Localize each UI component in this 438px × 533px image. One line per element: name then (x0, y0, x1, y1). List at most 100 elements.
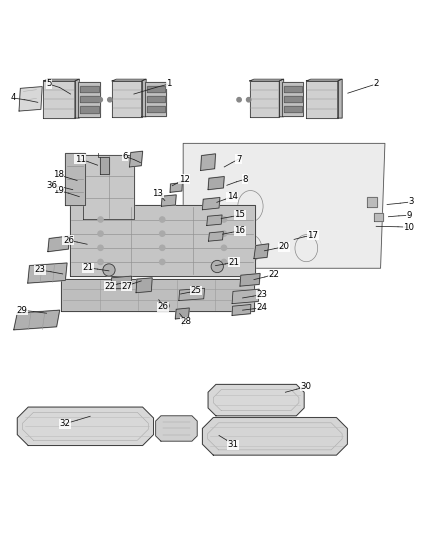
Text: 22: 22 (268, 270, 279, 279)
Circle shape (221, 245, 226, 251)
Polygon shape (250, 79, 284, 81)
Text: 2: 2 (374, 79, 379, 88)
Circle shape (98, 231, 103, 236)
Polygon shape (284, 96, 302, 102)
Polygon shape (374, 213, 383, 221)
Polygon shape (202, 417, 347, 455)
Text: 1: 1 (166, 79, 172, 88)
Polygon shape (61, 279, 254, 311)
Text: 23: 23 (35, 265, 46, 274)
Circle shape (98, 260, 103, 264)
Text: 6: 6 (122, 152, 128, 161)
Text: 31: 31 (227, 440, 238, 449)
Text: 14: 14 (226, 192, 237, 201)
Polygon shape (175, 308, 189, 319)
Polygon shape (207, 215, 222, 225)
Polygon shape (279, 79, 284, 117)
Text: 18: 18 (53, 171, 64, 179)
Polygon shape (155, 416, 197, 441)
Polygon shape (179, 288, 205, 301)
Text: 20: 20 (278, 243, 289, 252)
Polygon shape (367, 197, 377, 207)
Polygon shape (284, 86, 302, 92)
Text: 12: 12 (179, 175, 190, 184)
Polygon shape (70, 205, 255, 276)
Circle shape (162, 302, 169, 309)
Polygon shape (65, 153, 85, 205)
Text: 16: 16 (234, 226, 245, 235)
Circle shape (98, 217, 103, 222)
Polygon shape (208, 231, 223, 241)
Polygon shape (161, 195, 176, 206)
Polygon shape (19, 87, 42, 111)
Circle shape (98, 98, 102, 102)
Polygon shape (283, 82, 303, 116)
Polygon shape (43, 81, 75, 118)
Polygon shape (112, 81, 142, 117)
Circle shape (159, 217, 165, 222)
Polygon shape (232, 289, 259, 304)
Polygon shape (100, 157, 109, 174)
Text: 13: 13 (152, 189, 163, 198)
Polygon shape (240, 273, 260, 286)
Text: 17: 17 (307, 231, 318, 239)
Polygon shape (43, 79, 79, 81)
Polygon shape (147, 106, 165, 112)
Text: 9: 9 (406, 211, 412, 220)
Polygon shape (111, 276, 132, 289)
Polygon shape (250, 81, 279, 117)
Polygon shape (147, 86, 165, 92)
Circle shape (159, 260, 165, 264)
Text: 30: 30 (301, 382, 312, 391)
Polygon shape (145, 82, 166, 116)
Circle shape (103, 264, 115, 276)
Text: 36: 36 (47, 181, 58, 190)
Polygon shape (112, 79, 146, 81)
Circle shape (221, 217, 226, 222)
Text: 22: 22 (104, 281, 115, 290)
Text: 25: 25 (191, 286, 202, 295)
Polygon shape (170, 183, 182, 192)
Polygon shape (147, 96, 165, 102)
Text: 7: 7 (236, 155, 241, 164)
Polygon shape (284, 106, 302, 112)
Polygon shape (208, 384, 304, 416)
Text: 11: 11 (74, 155, 86, 164)
Text: 21: 21 (82, 263, 94, 272)
Polygon shape (17, 407, 153, 446)
Text: 19: 19 (53, 186, 64, 195)
Polygon shape (48, 236, 70, 252)
Text: 10: 10 (403, 223, 414, 232)
Circle shape (98, 245, 103, 251)
Circle shape (237, 98, 241, 102)
Circle shape (221, 231, 226, 236)
Polygon shape (142, 79, 146, 117)
Text: 5: 5 (46, 79, 52, 88)
Text: 21: 21 (229, 257, 240, 266)
Text: 4: 4 (10, 93, 16, 102)
Polygon shape (83, 155, 134, 220)
Circle shape (247, 98, 251, 102)
Circle shape (159, 231, 165, 236)
Circle shape (221, 260, 226, 264)
Polygon shape (80, 86, 99, 92)
Polygon shape (80, 107, 99, 112)
Text: 15: 15 (234, 211, 245, 220)
Polygon shape (183, 143, 385, 268)
Polygon shape (232, 304, 251, 316)
Polygon shape (28, 263, 67, 283)
Polygon shape (75, 79, 79, 118)
Text: 26: 26 (63, 236, 74, 245)
Text: 23: 23 (256, 290, 267, 299)
Polygon shape (80, 96, 99, 102)
Text: 29: 29 (16, 305, 27, 314)
Text: 26: 26 (158, 302, 169, 311)
Polygon shape (254, 244, 269, 259)
Polygon shape (130, 151, 143, 167)
Polygon shape (306, 81, 338, 118)
Circle shape (211, 261, 223, 272)
Polygon shape (306, 79, 342, 81)
Text: 27: 27 (121, 281, 132, 290)
Polygon shape (338, 79, 342, 118)
Polygon shape (14, 310, 60, 330)
